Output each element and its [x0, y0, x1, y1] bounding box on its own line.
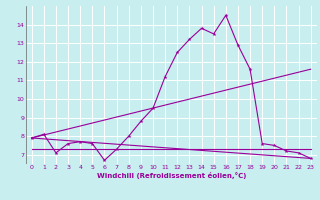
X-axis label: Windchill (Refroidissement éolien,°C): Windchill (Refroidissement éolien,°C) [97, 172, 246, 179]
